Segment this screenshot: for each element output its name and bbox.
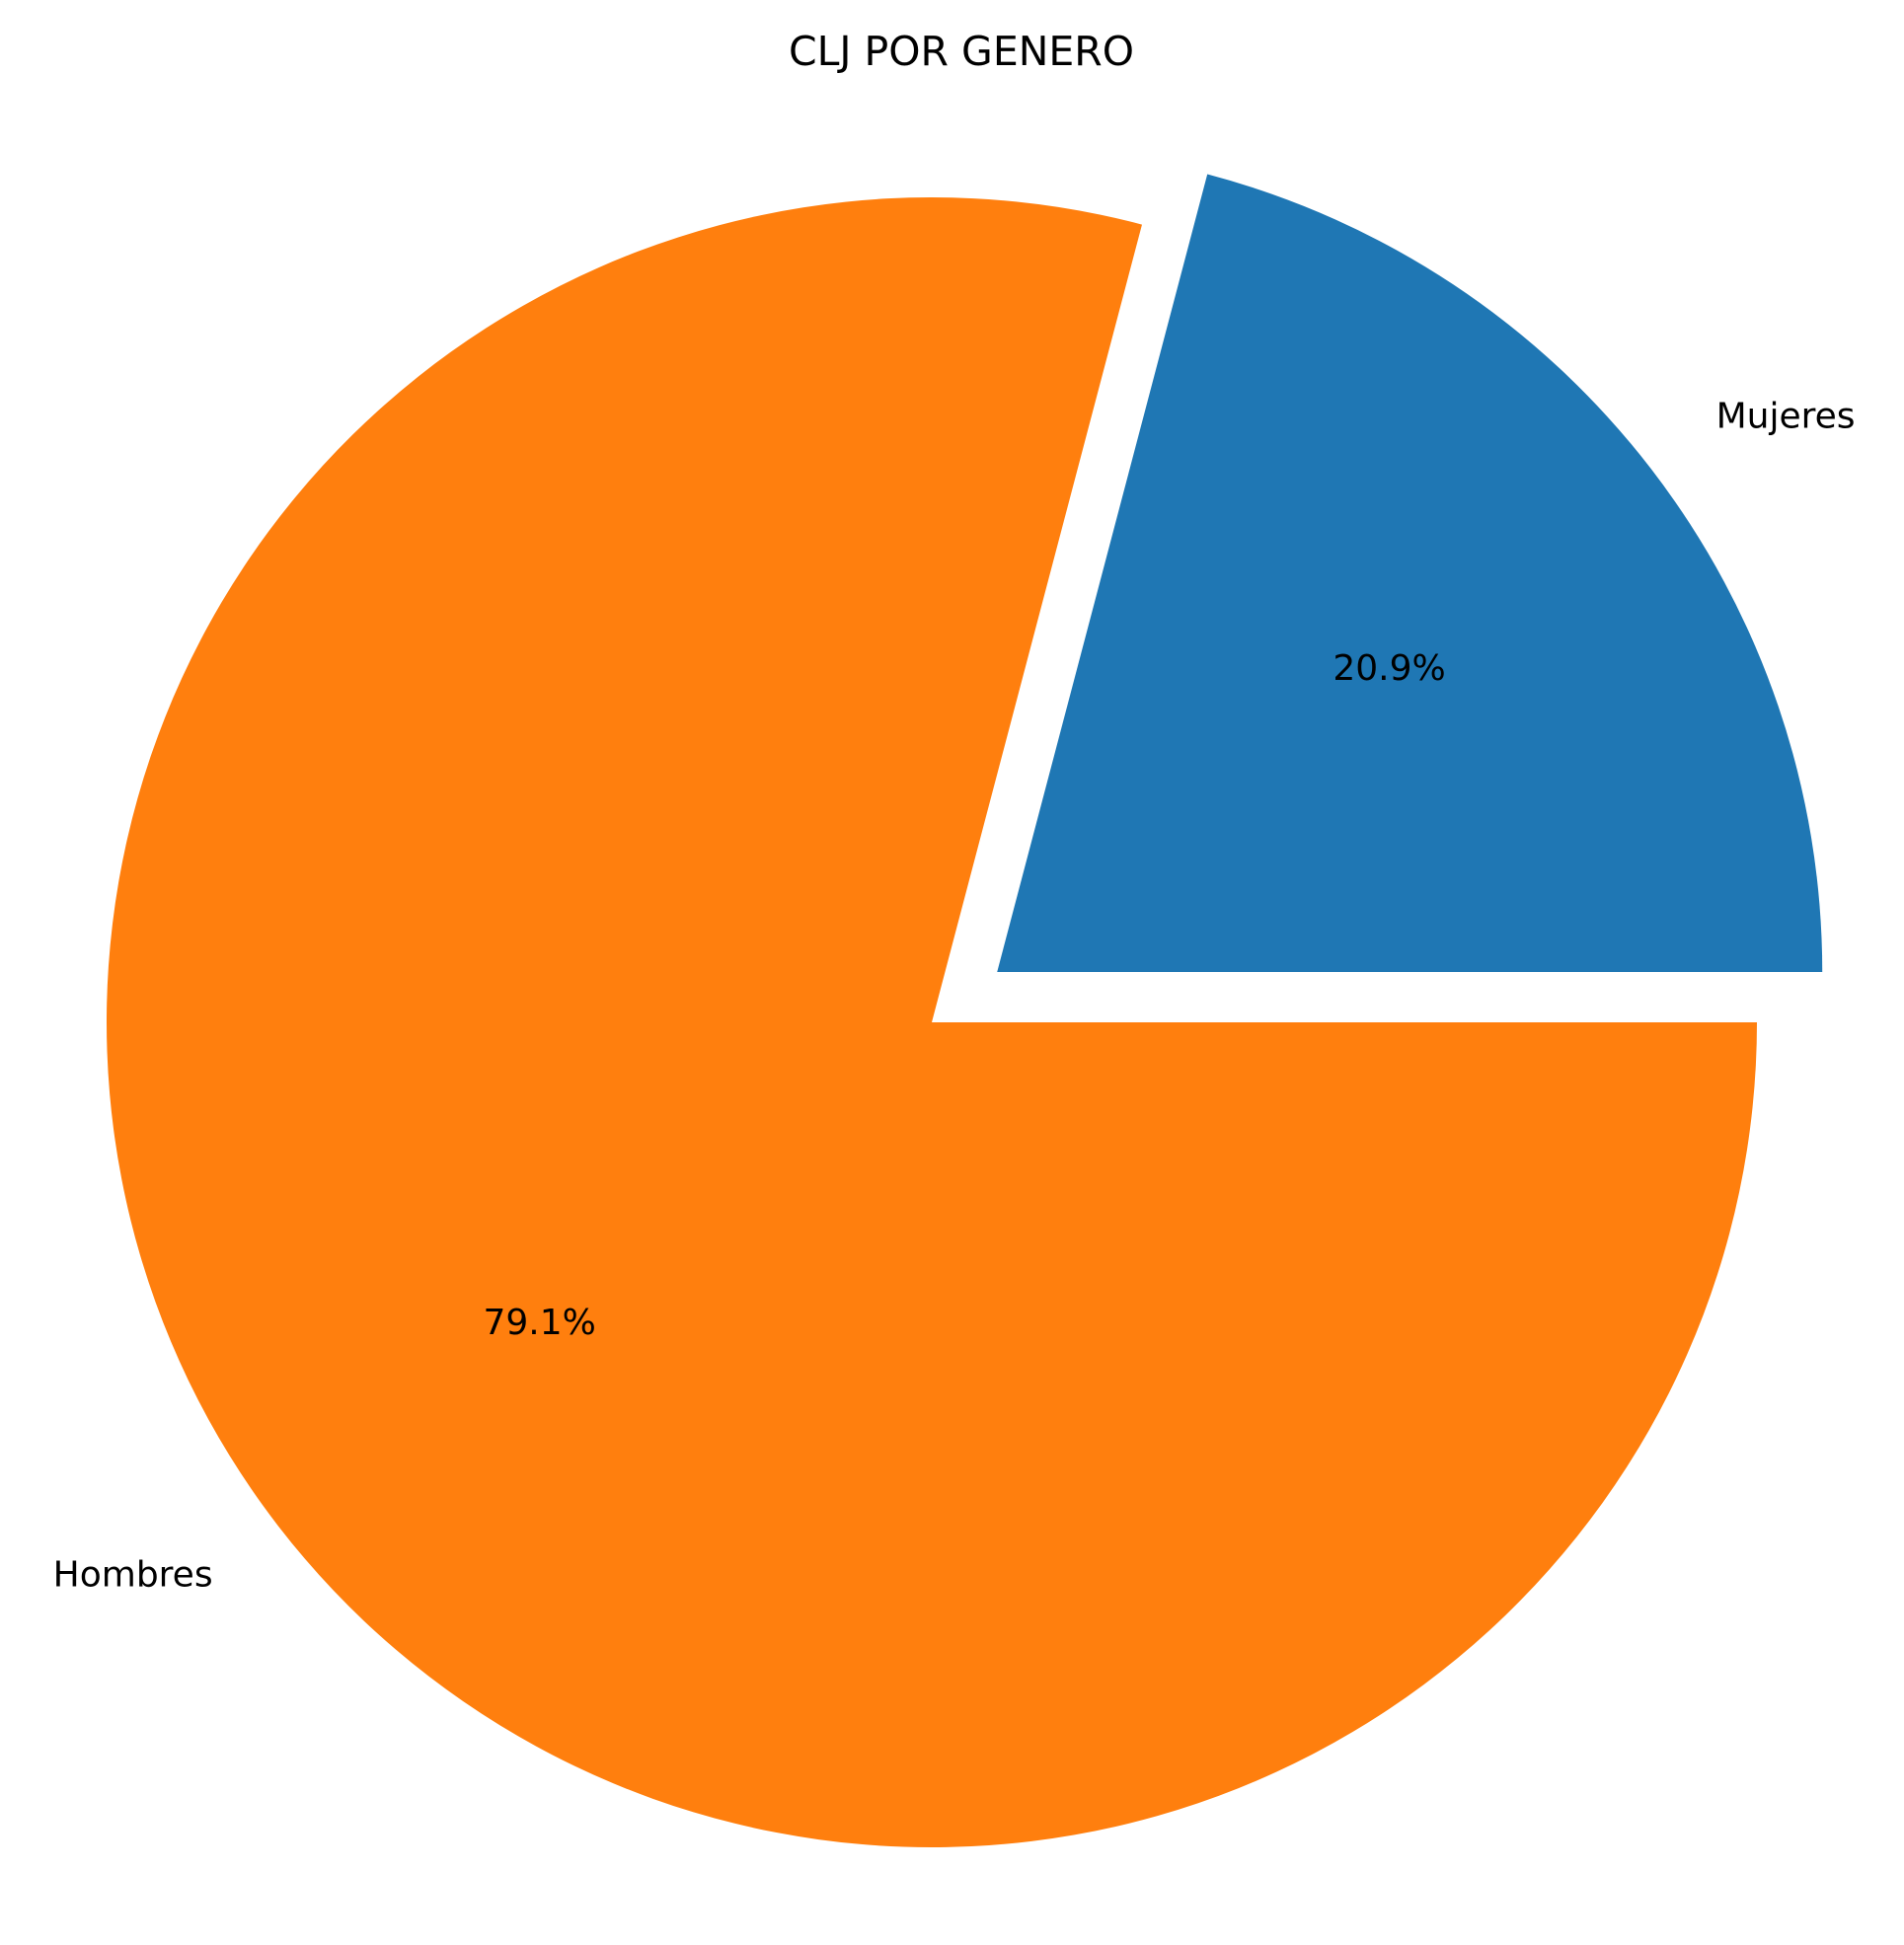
slice-label-hombres: Hombres — [53, 1554, 213, 1595]
pie-labels: Mujeres 20.9% Hombres 79.1% — [53, 397, 1856, 1596]
pie-slice-mujeres — [997, 174, 1823, 972]
pie-slices — [107, 174, 1823, 1847]
pie-slice-hombres — [107, 197, 1757, 1847]
slice-label-mujeres: Mujeres — [1716, 397, 1856, 437]
pct-label-mujeres: 20.9% — [1333, 648, 1445, 689]
pct-label-hombres: 79.1% — [484, 1303, 596, 1343]
chart-title: CLJ POR GENERO — [789, 28, 1134, 75]
